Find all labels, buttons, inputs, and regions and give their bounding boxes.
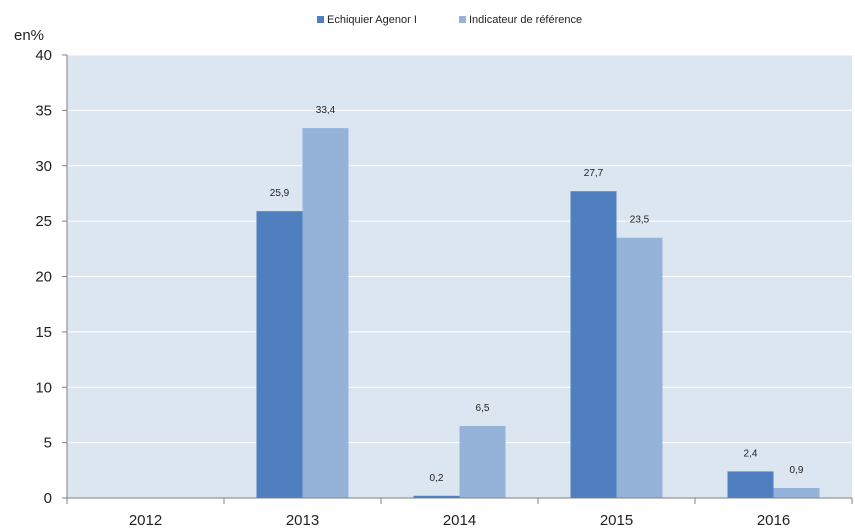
bar: [773, 488, 820, 498]
x-tick-label: 2014: [443, 512, 476, 529]
axes: [62, 54, 853, 504]
x-tick-label: 2015: [600, 512, 633, 529]
data-label: 6,5: [476, 403, 490, 414]
x-tick-label: 2012: [129, 512, 162, 529]
x-tick-label: 2016: [757, 512, 790, 529]
data-label: 0,9: [790, 465, 804, 476]
legend-label-echiquier: Echiquier Agenor I: [327, 14, 417, 26]
gridlines: [67, 54, 852, 444]
bars: [256, 128, 820, 499]
y-tick-label: 5: [44, 435, 52, 452]
y-tick-label: 30: [35, 158, 52, 175]
data-label: 25,9: [270, 188, 290, 199]
data-label: 0,2: [430, 473, 444, 484]
data-label: 23,5: [630, 215, 650, 226]
legend-swatch-echiquier: [317, 16, 324, 23]
bar: [616, 237, 663, 499]
data-label: 27,7: [584, 168, 604, 179]
y-tick-label: 0: [44, 490, 52, 507]
data-label: 2,4: [744, 448, 758, 459]
y-tick-label: 35: [35, 102, 52, 119]
data-labels: 25,9 33,4 0,2 6,5 27,7 23,5 2,4 0,9: [270, 105, 804, 484]
bar: [727, 471, 774, 498]
bar: [459, 426, 506, 498]
bar: [302, 128, 349, 498]
y-tick-label: 20: [35, 269, 52, 286]
legend-swatch-indicateur: [459, 16, 466, 23]
legend-label-indicateur: Indicateur de référence: [469, 14, 582, 26]
bar: [570, 191, 617, 498]
x-tick-labels: 2012 2013 2014 2015 2016: [129, 512, 790, 529]
bar: [256, 211, 303, 498]
y-tick-labels: 0 5 10 15 20 25 30 35 40: [35, 47, 52, 507]
bar: [413, 495, 460, 498]
y-tick-label: 15: [35, 324, 52, 341]
x-tick-label: 2013: [286, 512, 319, 529]
legend: Echiquier Agenor I Indicateur de référen…: [317, 14, 582, 26]
y-axis-unit: en%: [14, 27, 44, 44]
y-tick-label: 10: [35, 379, 52, 396]
data-label: 33,4: [316, 105, 336, 116]
y-tick-label: 40: [35, 47, 52, 64]
y-tick-label: 25: [35, 213, 52, 230]
